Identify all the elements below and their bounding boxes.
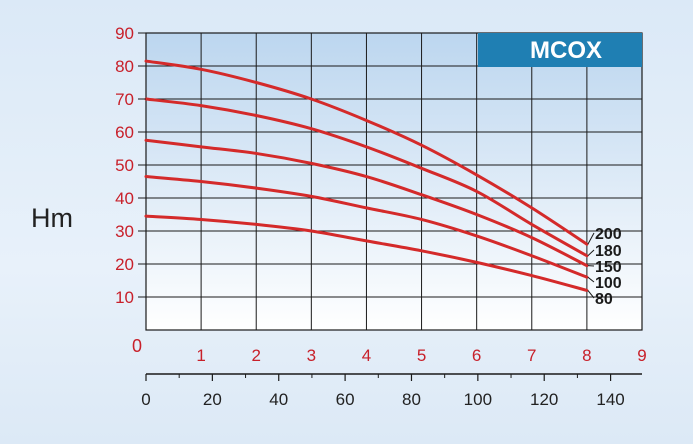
secondary-tick-label: 100 (464, 390, 492, 409)
curve-label-150: 150 (595, 259, 622, 276)
curve-label-100: 100 (595, 275, 622, 292)
secondary-tick-label: 40 (269, 390, 288, 409)
secondary-tick-label: 120 (530, 390, 558, 409)
y-tick-label: 20 (115, 255, 134, 274)
x-tick-label: 6 (472, 346, 481, 365)
secondary-tick-label: 140 (596, 390, 624, 409)
curve-180 (144, 97, 589, 258)
x-tick-label: 5 (417, 346, 426, 365)
secondary-tick-label: 0 (141, 390, 150, 409)
curve-200 (144, 59, 589, 246)
x-tick-label: 4 (362, 346, 371, 365)
primary-x-tick-labels: 0 1 2 3 4 5 6 7 8 9 (132, 336, 647, 365)
x-tick-label: 9 (637, 346, 646, 365)
title-badge (478, 33, 642, 67)
plot-area (146, 33, 642, 330)
x-tick-label: 0 (132, 336, 142, 356)
y-tick-labels: 10 20 30 40 50 60 70 80 90 (115, 24, 146, 307)
curve-label-leader (587, 249, 595, 257)
curve-label-80: 80 (595, 291, 613, 308)
chart-title: MCOX (530, 37, 602, 64)
y-tick-label: 50 (115, 156, 134, 175)
secondary-tick-label: 60 (336, 390, 355, 409)
curve-label-leader (587, 290, 595, 299)
y-axis-label: Hm (31, 203, 73, 233)
y-tick-label: 10 (115, 288, 134, 307)
plot-frame (145, 32, 643, 331)
y-tick-label: 90 (115, 24, 134, 43)
curve-label-180: 180 (595, 243, 622, 260)
curve-80 (144, 214, 589, 292)
y-tick-label: 40 (115, 189, 134, 208)
x-tick-label: 7 (527, 346, 536, 365)
y-tick-label: 60 (115, 123, 134, 142)
y-tick-label: 70 (115, 90, 134, 109)
secondary-tick-label: 20 (203, 390, 222, 409)
curve-label-leader (587, 276, 595, 283)
x-tick-label: 2 (251, 346, 260, 365)
curve-label-leader (587, 232, 595, 245)
x-tick-label: 3 (307, 346, 316, 365)
secondary-tick-label: 80 (402, 390, 421, 409)
x-tick-label: 1 (196, 346, 205, 365)
y-tick-label: 80 (115, 57, 134, 76)
performance-curves (144, 59, 589, 292)
curve-150 (144, 138, 589, 268)
x-tick-label: 8 (582, 346, 591, 365)
y-tick-label: 30 (115, 222, 134, 241)
secondary-x-axis: 0 20 40 60 80 100 120 140 (141, 373, 642, 409)
curve-100 (144, 175, 589, 279)
curve-label-200: 200 (595, 226, 622, 243)
